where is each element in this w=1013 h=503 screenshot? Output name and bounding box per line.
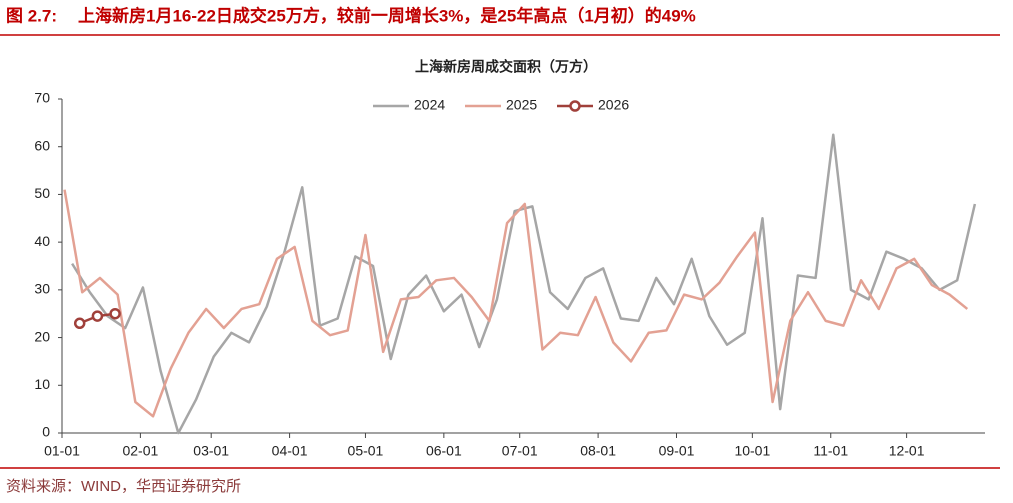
x-tick-label: 10-01 <box>734 443 770 459</box>
x-tick-label: 05-01 <box>348 443 384 459</box>
x-tick-label: 11-01 <box>813 443 848 459</box>
headline: 上海新房1月16-22日成交25万方，较前一周增长3%，是25年高点（1月初）的… <box>78 5 696 25</box>
y-tick-label: 0 <box>42 424 50 440</box>
y-tick-label: 30 <box>34 281 50 297</box>
series-line <box>63 189 969 418</box>
series-marker <box>91 310 104 322</box>
figure-label: 图 2.7: <box>6 6 57 25</box>
x-tick-label: 04-01 <box>272 443 308 459</box>
y-tick-label: 40 <box>34 233 50 249</box>
x-tick-label: 03-01 <box>193 443 229 459</box>
y-tick-label: 20 <box>34 328 50 344</box>
legend-label: 2026 <box>598 97 629 113</box>
x-tick-label: 01-01 <box>44 443 80 459</box>
y-tick-label: 60 <box>34 137 50 153</box>
series-marker <box>73 317 86 330</box>
legend-marker <box>569 100 581 112</box>
x-tick-label: 06-01 <box>426 443 462 459</box>
x-tick-label: 02-01 <box>122 443 158 459</box>
x-tick-label: 07-01 <box>502 443 538 459</box>
y-tick-label: 50 <box>34 185 50 201</box>
x-tick-label: 09-01 <box>659 443 695 459</box>
y-tick-label: 70 <box>34 90 50 106</box>
chart-title: 上海新房周成交面积（万方） <box>415 59 597 75</box>
x-tick-label: 08-01 <box>580 443 616 459</box>
series-line <box>71 133 977 435</box>
x-tick-label: 12-01 <box>889 443 925 459</box>
legend-label: 2025 <box>506 97 537 113</box>
series-marker <box>109 307 121 320</box>
source: 资料来源：WIND，华西证券研究所 <box>6 478 241 495</box>
legend-label: 2024 <box>414 97 445 113</box>
y-tick-label: 10 <box>34 376 50 392</box>
